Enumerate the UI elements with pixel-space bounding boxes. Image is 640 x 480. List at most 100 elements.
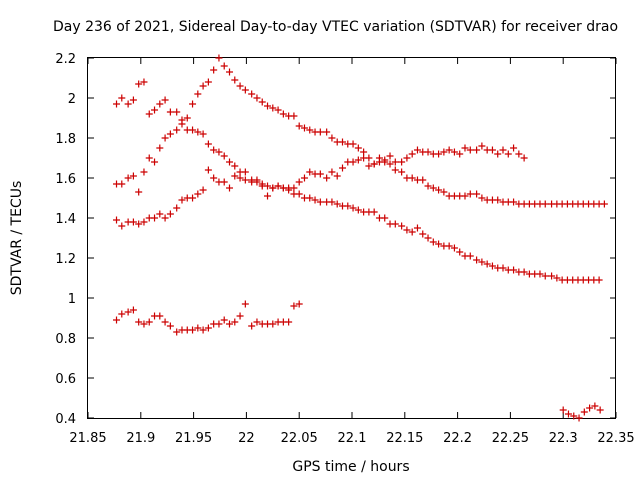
data-point <box>145 110 153 118</box>
y-axis-label: SDTVAR / TECUs <box>9 181 25 296</box>
data-point <box>564 410 572 418</box>
data-point <box>419 176 427 184</box>
data-point <box>226 158 234 166</box>
data-point <box>220 62 228 70</box>
data-point <box>156 312 164 320</box>
data-point <box>231 162 239 170</box>
data-point <box>210 146 218 154</box>
data-point <box>129 172 137 180</box>
data-point <box>204 166 212 174</box>
data-point <box>269 184 277 192</box>
data-point <box>248 178 256 186</box>
data-points <box>113 54 608 422</box>
x-tick-label: 22.2 <box>443 431 472 446</box>
data-point <box>226 320 234 328</box>
data-point <box>595 276 603 284</box>
data-point <box>466 146 474 154</box>
data-point <box>328 168 336 176</box>
data-point <box>156 100 164 108</box>
data-point <box>354 206 362 214</box>
x-tick-label: 21.95 <box>175 431 212 446</box>
data-point <box>236 82 244 90</box>
data-point <box>166 322 174 330</box>
data-point <box>323 174 331 182</box>
data-point <box>145 154 153 162</box>
data-point <box>559 406 567 414</box>
data-point <box>478 258 486 266</box>
x-tick-label: 22.15 <box>386 431 423 446</box>
chart-title: Day 236 of 2021, Sidereal Day-to-day VTE… <box>53 19 618 35</box>
data-point <box>316 198 324 206</box>
data-point <box>403 154 411 162</box>
data-point <box>236 312 244 320</box>
data-point <box>456 248 464 256</box>
data-point <box>118 180 126 188</box>
data-point <box>145 318 153 326</box>
data-point <box>204 78 212 86</box>
data-point <box>113 100 121 108</box>
data-point <box>140 168 148 176</box>
data-point <box>241 86 249 94</box>
data-point <box>290 302 298 310</box>
data-point <box>473 146 481 154</box>
data-point <box>575 414 583 422</box>
data-point <box>113 216 121 224</box>
data-point <box>419 230 427 238</box>
data-point <box>424 148 432 156</box>
data-point <box>413 224 421 232</box>
y-tick-label: 0.6 <box>55 372 76 387</box>
y-tick-label: 1.4 <box>55 212 76 227</box>
data-point <box>204 324 212 332</box>
data-point <box>194 128 202 136</box>
data-point <box>553 274 561 282</box>
data-point <box>161 134 169 142</box>
data-point <box>253 94 261 102</box>
data-point <box>295 178 303 186</box>
data-point <box>408 228 416 236</box>
data-point <box>349 204 357 212</box>
data-point <box>220 316 228 324</box>
data-point <box>274 182 282 190</box>
data-point <box>194 90 202 98</box>
data-point <box>306 126 314 134</box>
data-point <box>189 326 197 334</box>
data-point <box>440 148 448 156</box>
data-point <box>391 158 399 166</box>
data-point <box>424 182 432 190</box>
data-point <box>386 160 394 168</box>
x-tick-label: 21.85 <box>69 431 106 446</box>
data-point <box>429 238 437 246</box>
data-point <box>591 402 599 410</box>
data-point <box>466 190 474 198</box>
data-point <box>300 174 308 182</box>
data-point <box>391 166 399 174</box>
data-point <box>510 198 518 206</box>
data-point <box>189 194 197 202</box>
data-point <box>300 124 308 132</box>
data-point <box>473 256 481 264</box>
data-point <box>290 112 298 120</box>
data-point <box>129 306 137 314</box>
data-point <box>183 114 191 122</box>
data-point <box>135 220 143 228</box>
data-point <box>349 158 357 166</box>
data-point <box>478 194 486 202</box>
x-tick-label: 22.1 <box>338 431 367 446</box>
y-tick-label: 2 <box>68 92 76 107</box>
data-point <box>510 144 518 152</box>
data-point <box>548 272 556 280</box>
plot-frame <box>87 57 616 419</box>
data-point <box>536 270 544 278</box>
data-point <box>285 318 293 326</box>
data-point <box>570 412 578 420</box>
data-point <box>450 244 458 252</box>
data-point <box>194 324 202 332</box>
data-point <box>269 320 277 328</box>
data-point <box>295 122 303 130</box>
data-point <box>408 150 416 158</box>
data-point <box>166 130 174 138</box>
data-point <box>189 100 197 108</box>
data-point <box>541 272 549 280</box>
data-point <box>295 300 303 308</box>
data-point <box>269 104 277 112</box>
